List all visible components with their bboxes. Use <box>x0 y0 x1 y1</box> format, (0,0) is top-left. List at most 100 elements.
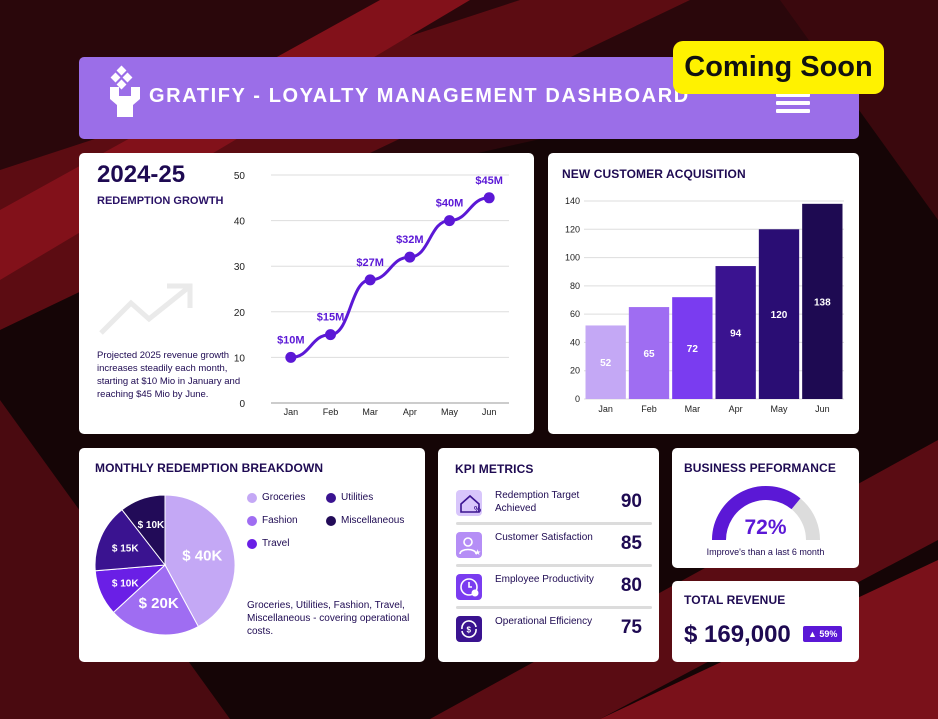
bar-chart-bar <box>628 307 670 399</box>
bar-chart-y-tick: 140 <box>565 196 580 206</box>
dashboard-title: GRATIFY - LOYALTY MANAGEMENT DASHBOARD <box>149 85 690 107</box>
cycle-efficiency-icon: $ <box>456 616 482 642</box>
kpi-row: $ Operational Efficiency 75 <box>456 611 642 651</box>
legend-swatch <box>326 492 336 503</box>
gauge-fill <box>712 486 801 541</box>
line-chart-data-label: $45M <box>475 175 503 187</box>
kpi-separator <box>456 564 652 567</box>
revenue-growth-badge: ▲ 59% <box>803 626 843 642</box>
bar-chart-y-tick: 100 <box>565 253 580 263</box>
bar-chart-bar <box>715 266 756 399</box>
legend-label: Fashion <box>262 515 298 526</box>
total-revenue-card: TOTAL REVENUE $ 169,000 ▲ 59% <box>672 581 859 662</box>
pie-slice-label: $ 15K <box>112 544 139 555</box>
line-chart-y-tick: 20 <box>234 308 246 319</box>
line-chart-series <box>290 196 490 359</box>
bar-chart-x-tick: Mar <box>685 404 701 414</box>
legend-item-groceries: Groceries <box>247 492 305 503</box>
line-chart-y-tick: 50 <box>234 171 246 182</box>
kpi-value: 90 <box>620 491 642 512</box>
legend-item-utilities: Utilities <box>326 492 373 503</box>
line-chart-x-tick: Jan <box>284 407 299 417</box>
bar-chart-data-label: 72 <box>687 344 699 355</box>
line-chart-data-label: $15M <box>317 312 345 324</box>
legend-swatch <box>247 538 257 549</box>
user-star-icon: ★ <box>456 532 482 558</box>
coming-soon-badge: Coming Soon <box>673 41 884 94</box>
pie-slice-label: $ 40K <box>182 548 222 565</box>
svg-text:%: % <box>474 505 481 514</box>
growth-year: 2024-25 <box>97 161 186 188</box>
bar-chart-y-tick: 80 <box>570 281 580 291</box>
line-chart-point <box>364 274 376 286</box>
hamburger-menu-icon[interactable] <box>776 91 810 113</box>
kpi-row: % Redemption Target Achieved 90 <box>456 485 652 525</box>
line-chart-data-label: $40M <box>436 198 464 210</box>
bar-chart-data-label: 65 <box>643 349 655 360</box>
line-chart-data-label: $10M <box>277 334 305 346</box>
customer-acquisition-card: NEW CUSTOMER ACQUISITION 0 20 40 60 80 100 120… <box>548 153 859 434</box>
line-chart-point <box>325 329 336 341</box>
legend-label: Miscellaneous <box>341 515 405 526</box>
house-percent-icon: % <box>456 490 482 516</box>
bar-chart-y-tick: 0 <box>575 394 580 404</box>
performance-title: BUSINESS PEFORMANCE <box>684 461 836 475</box>
line-chart-y-tick: 10 <box>234 353 246 364</box>
legend-item-miscellaneous: Miscellaneous <box>326 515 404 526</box>
growth-description: Projected 2025 revenue growth increases … <box>97 350 241 400</box>
bar-chart-y-tick: 40 <box>570 337 580 347</box>
legend-item-travel: Travel <box>247 538 289 549</box>
bar-chart-bar <box>672 297 713 399</box>
bar-chart-bar <box>758 229 800 399</box>
pie-slice <box>121 494 166 567</box>
pie-slice <box>94 509 166 572</box>
legend-swatch <box>247 515 257 526</box>
pie-slice-label: $ 10K <box>112 578 139 589</box>
kpi-value: 75 <box>620 617 642 638</box>
legend-label: Groceries <box>262 492 306 503</box>
kpi-metrics-card: KPI METRICS % Redemption Target Achieved 9… <box>438 448 659 662</box>
svg-text:$: $ <box>467 626 472 635</box>
line-chart-x-tick: Feb <box>323 407 339 417</box>
line-chart-point <box>285 351 297 363</box>
bar-chart-y-tick: 20 <box>570 366 580 376</box>
acquisition-bar-chart: 0 20 40 60 80 100 120 140 52 Jan 65 Feb 72 Mar 94 Apr 12… <box>565 196 844 414</box>
legend-item-fashion: Fashion <box>247 515 298 526</box>
gift-logo-icon <box>110 65 140 117</box>
bar-chart-data-label: 52 <box>600 358 612 369</box>
kpi-label: Operational Efficiency <box>495 616 593 627</box>
breakdown-pie-chart: $ 40K$ 20K$ 10K$ 15K$ 10K <box>94 494 236 636</box>
bar-chart-x-tick: Jan <box>598 404 613 414</box>
redemption-growth-card: 2024-25 REDEMPTION GROWTH Projected 2025… <box>79 153 534 434</box>
line-chart-data-label: $27M <box>356 257 384 269</box>
kpi-label: Redemption Target Achieved <box>495 490 580 514</box>
revenue-value: $ 169,000 <box>684 621 791 648</box>
line-chart-y-tick: 0 <box>239 399 245 410</box>
pie-slice-label: $ 20K <box>139 595 179 612</box>
business-performance-card: BUSINESS PEFORMANCE 72% Improve's than a… <box>672 448 859 568</box>
kpi-separator <box>456 522 652 525</box>
redemption-breakdown-card: MONTHLY REDEMPTION BREAKDOWN $ 40K $ 20K $… <box>79 448 425 662</box>
kpi-title: KPI METRICS <box>455 462 534 476</box>
kpi-label: Customer Satisfaction <box>495 532 593 543</box>
bar-chart-x-tick: Jun <box>815 404 830 414</box>
legend-label: Travel <box>262 538 290 549</box>
redemption-line-chart: 0 10 20 30 40 50 Jan Feb Mar Apr May Jun $10M $15M $27… <box>234 171 509 417</box>
clock-plus-icon <box>456 574 482 600</box>
pie-slice <box>112 564 199 636</box>
line-chart-y-tick: 30 <box>234 262 246 273</box>
line-chart-point <box>444 215 455 227</box>
legend-label: Utilities <box>341 492 374 503</box>
acquisition-title: NEW CUSTOMER ACQUISITION <box>562 167 746 181</box>
performance-note: Improve's than a last 6 month <box>706 547 825 557</box>
bar-chart-x-tick: Feb <box>641 404 657 414</box>
kpi-row: ★ Customer Satisfaction 85 <box>456 527 652 567</box>
revenue-title: TOTAL REVENUE <box>684 593 786 607</box>
line-chart-x-tick: Mar <box>362 407 378 417</box>
trend-up-icon <box>99 283 193 335</box>
performance-gauge <box>712 486 820 541</box>
line-chart-point <box>404 251 416 263</box>
bar-chart-data-label: 94 <box>730 329 742 340</box>
legend-swatch <box>326 515 336 526</box>
line-chart-x-tick: May <box>441 407 459 417</box>
